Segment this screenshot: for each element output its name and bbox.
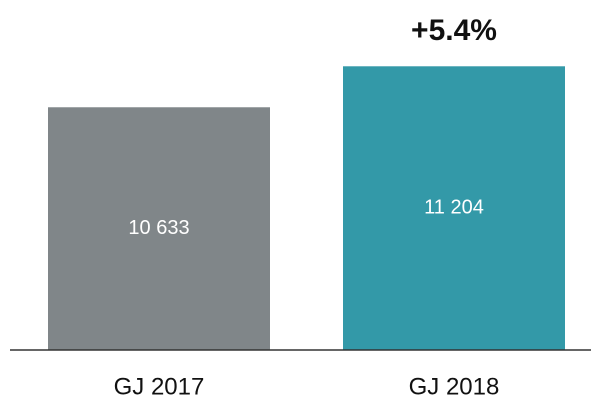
change-annotation: +5.4% bbox=[411, 14, 497, 47]
bar bbox=[48, 107, 270, 350]
x-tick-label: GJ 2018 bbox=[409, 373, 500, 400]
value-label: 11 204 bbox=[424, 196, 484, 218]
bar bbox=[343, 66, 565, 350]
value-label: 10 633 bbox=[128, 217, 189, 239]
x-tick-label: GJ 2017 bbox=[114, 373, 205, 400]
